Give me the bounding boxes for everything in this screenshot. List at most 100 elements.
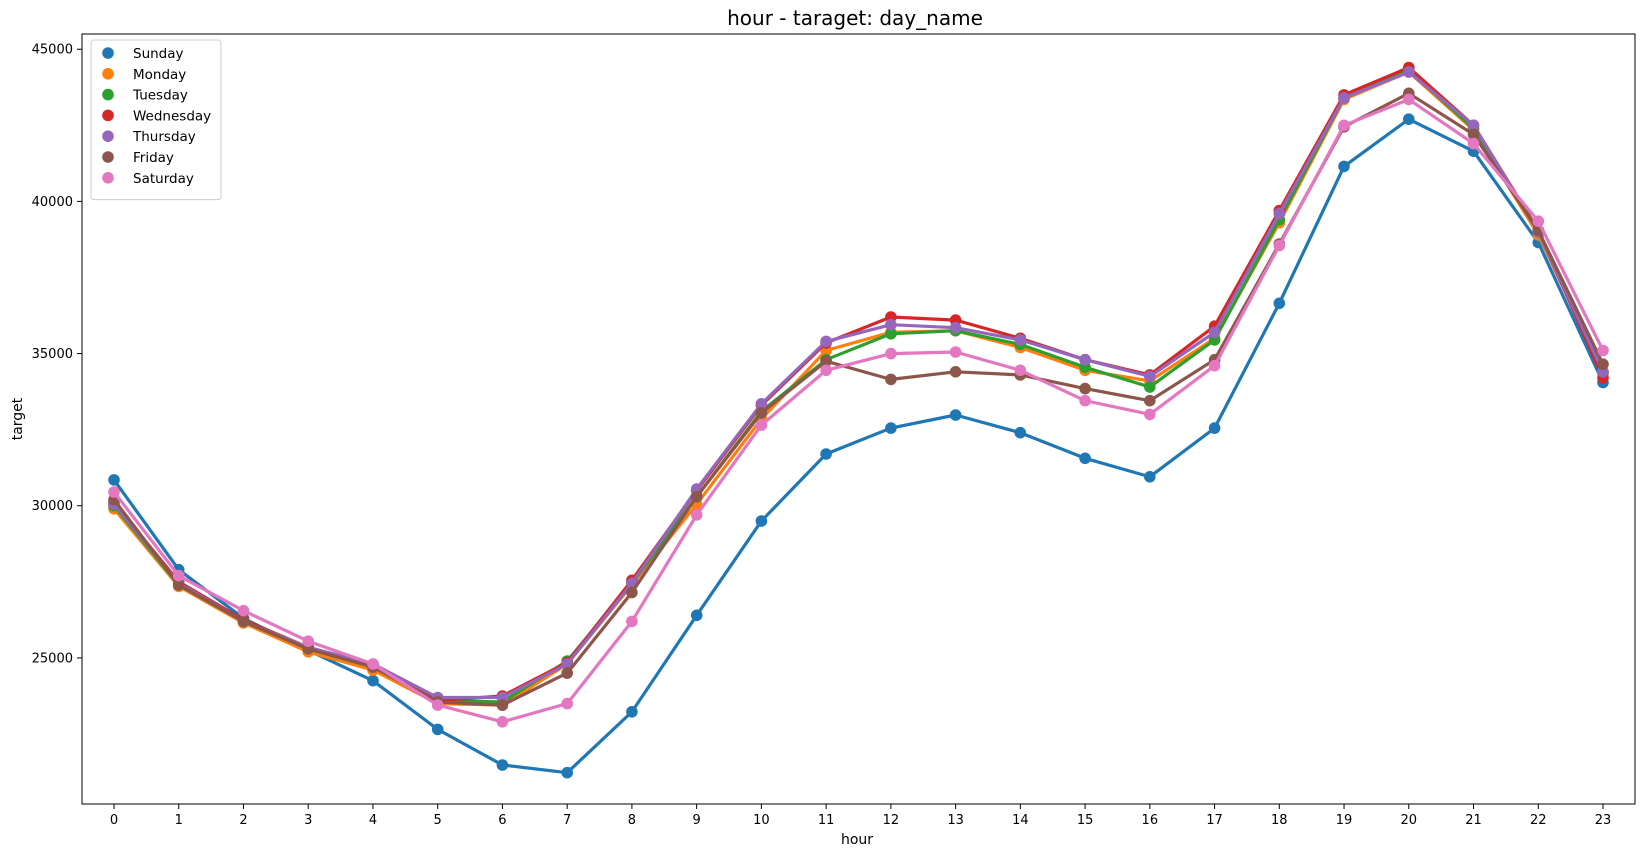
series-wednesday [108,61,1609,707]
series-friday [108,87,1609,711]
point-saturday-22 [1532,215,1545,227]
series-line-friday [112,91,1605,707]
point-friday-16 [1144,394,1156,407]
x-tick-label: 11 [818,813,835,828]
x-tick-label: 23 [1595,813,1612,828]
point-thursday-12 [885,318,897,331]
point-saturday-23 [1597,344,1609,357]
legend-item-friday: Friday [102,150,174,166]
point-thursday-17 [1208,326,1221,339]
point-sunday-4 [367,674,379,687]
point-sunday-15 [1079,452,1091,465]
series-line-sunday [112,117,1605,775]
point-friday-15 [1079,382,1091,395]
legend-item-sunday: Sunday [102,46,184,62]
legend-marker-sunday [102,47,114,59]
legend-marker-thursday [102,130,114,142]
legend-label-friday: Friday [133,150,174,166]
y-tick-label: 25000 [32,651,73,666]
point-saturday-20 [1403,93,1415,106]
series-sunday [108,113,1609,779]
point-friday-23 [1597,358,1609,371]
x-tick-label: 13 [947,813,964,828]
y-axis-ticks: 25000 30000 35000 40000 45000 [32,43,82,666]
point-saturday-3 [302,635,315,647]
point-friday-6 [496,699,509,711]
legend-marker-tuesday [102,88,114,101]
x-tick-label: 2 [239,813,247,828]
x-tick-label: 15 [1077,813,1094,828]
point-tuesday-12 [885,328,897,340]
series-tuesday [108,64,1609,708]
point-saturday-17 [1208,359,1221,372]
point-saturday-21 [1467,137,1480,150]
x-axis-label: hour [841,832,873,848]
series-saturday [108,93,1609,728]
x-tick-label: 9 [693,813,701,828]
point-saturday-12 [885,347,897,360]
legend-item-monday: Monday [102,67,186,83]
point-saturday-0 [108,486,120,498]
point-saturday-4 [367,658,379,670]
legend-marker-wednesday [102,109,114,122]
x-tick-label: 0 [110,813,118,828]
point-thursday-11 [820,335,832,348]
point-sunday-0 [108,474,120,486]
x-axis-ticks: 0 1 2 3 4 5 6 7 8 9 10 11 12 13 14 15 16 17 18 19 20 21 22 23 [110,804,1611,828]
series-monday [108,66,1609,711]
x-tick-label: 6 [498,813,506,828]
legend-marker-saturday [102,172,114,184]
point-sunday-10 [755,515,768,527]
point-thursday-16 [1144,370,1156,383]
x-tick-label: 18 [1271,813,1288,828]
legend-label-tuesday: Tuesday [132,88,188,104]
point-sunday-9 [690,609,703,622]
y-tick-label: 30000 [32,499,73,514]
point-saturday-2 [237,604,250,617]
point-thursday-15 [1079,353,1091,366]
point-sunday-19 [1338,160,1350,173]
point-thursday-21 [1467,119,1480,132]
x-tick-label: 16 [1142,813,1159,828]
point-saturday-14 [1014,364,1027,377]
y-axis-label: target [10,397,26,440]
legend-label-wednesday: Wednesday [133,108,211,124]
x-tick-label: 17 [1206,813,1223,828]
x-tick-label: 22 [1530,813,1547,828]
series-line-saturday [112,97,1605,724]
y-tick-label: 45000 [32,43,73,58]
point-sunday-5 [431,723,444,736]
point-friday-2 [237,615,250,628]
x-tick-label: 8 [628,813,636,828]
point-saturday-1 [172,569,185,582]
point-sunday-11 [820,448,832,460]
point-friday-7 [561,667,573,679]
x-tick-label: 10 [753,813,770,828]
point-thursday-10 [755,398,768,410]
point-saturday-10 [755,419,768,431]
point-sunday-6 [496,759,509,771]
point-thursday-18 [1273,207,1286,220]
legend-item-wednesday: Wednesday [102,108,211,124]
series-line-thursday [112,70,1605,700]
series-line-wednesday [112,65,1605,703]
legend-marker-friday [102,151,114,163]
point-friday-11 [820,355,832,368]
x-tick-label: 19 [1336,813,1353,828]
x-tick-label: 21 [1465,813,1482,828]
x-tick-label: 1 [175,813,183,828]
point-thursday-19 [1338,92,1350,104]
legend-item-tuesday: Tuesday [102,88,188,104]
point-saturday-9 [690,509,703,521]
y-tick-label: 40000 [32,195,73,210]
x-tick-label: 3 [304,813,312,828]
point-sunday-14 [1014,426,1027,439]
point-friday-1 [172,579,185,591]
point-friday-8 [626,586,638,599]
legend-frame [90,39,222,201]
point-thursday-14 [1014,334,1027,346]
legend-label-saturday: Saturday [133,171,194,187]
y-tick-label: 35000 [32,347,73,362]
legend-label-thursday: Thursday [132,129,196,145]
